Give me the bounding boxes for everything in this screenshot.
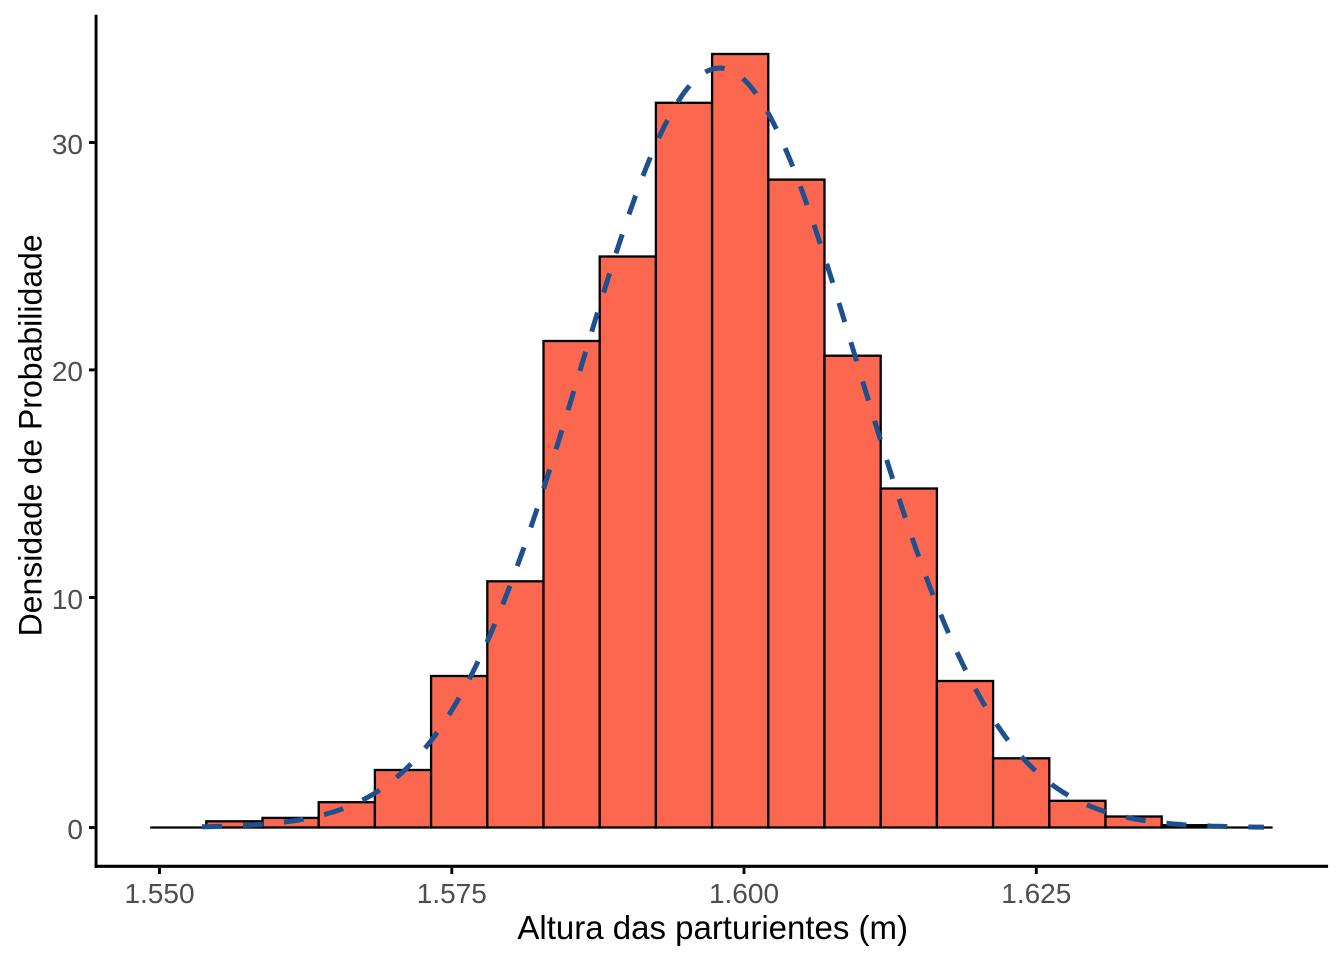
svg-text:0: 0: [67, 814, 83, 845]
svg-text:30: 30: [52, 129, 83, 160]
svg-text:1.625: 1.625: [1001, 878, 1071, 909]
svg-text:1.575: 1.575: [417, 878, 487, 909]
svg-text:10: 10: [52, 584, 83, 615]
svg-text:1.600: 1.600: [709, 878, 779, 909]
svg-text:20: 20: [52, 356, 83, 387]
svg-text:1.550: 1.550: [124, 878, 194, 909]
svg-text:Densidade de Probabilidade: Densidade de Probabilidade: [13, 234, 49, 636]
svg-text:Altura das parturientes (m): Altura das parturientes (m): [517, 909, 908, 946]
